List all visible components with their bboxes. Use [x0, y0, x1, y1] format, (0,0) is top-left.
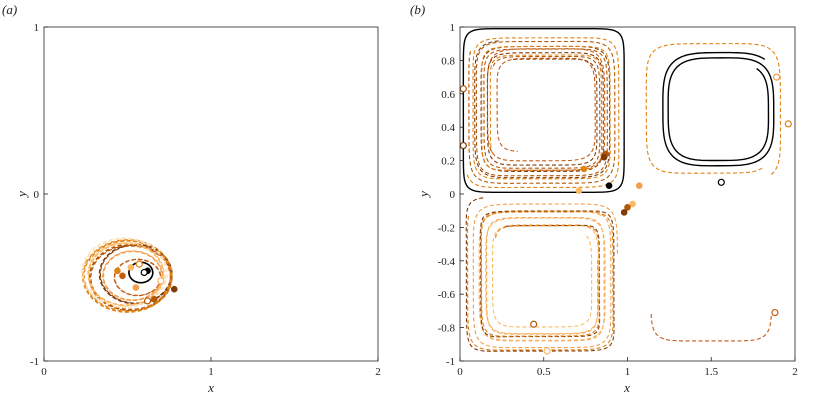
x-tick-label: 0: [457, 366, 463, 378]
panel-b-x-axis-label: x: [623, 380, 630, 395]
panel-a-y-axis-label: y: [14, 191, 29, 199]
y-tick-label: 0.4: [441, 122, 455, 134]
y-tick-label: -1: [446, 356, 455, 368]
ensemble-trajectory: [98, 243, 173, 305]
final-position-marker: [114, 267, 121, 275]
initial-position-marker: [543, 347, 551, 355]
y-tick-label: -0.8: [438, 323, 456, 335]
ensemble-trajectory: [650, 313, 772, 342]
panel-b-y-ticks: -1 -0.8 -0.6 -0.4 -0.2 0 0.2 0.4 0.6 0.8 1: [438, 22, 464, 368]
final-position-marker: [119, 272, 126, 280]
final-position-marker: [629, 200, 636, 208]
x-tick-label: 2: [792, 366, 798, 378]
ensemble-trajectory: [645, 43, 782, 176]
initial-position-marker: [459, 141, 467, 150]
y-tick-label: 0.8: [441, 55, 455, 67]
initial-position-marker: [530, 320, 538, 328]
ensemble-trajectory: [87, 242, 165, 307]
reference-trajectory: [662, 51, 775, 167]
final-position-marker: [170, 285, 178, 293]
ensemble-trajectory: [474, 40, 611, 179]
final-position-marker: [127, 264, 135, 271]
ensemble-trajectory: [102, 250, 164, 302]
panel-b-x-ticks: 0 0.5 1 1.5 2: [457, 357, 798, 378]
y-tick-label: -1: [30, 356, 39, 368]
panel-a-x-ticks: 0 1 2: [41, 357, 381, 378]
panel-b-trajectories: [462, 27, 782, 352]
y-tick-label: 0: [34, 189, 40, 201]
ensemble-trajectory: [478, 210, 606, 341]
panel-a-label: (a): [2, 2, 17, 17]
x-tick-label: 1: [625, 366, 631, 378]
initial-position-marker: [772, 73, 781, 81]
final-position-marker: [600, 153, 608, 161]
x-tick-label: 0: [41, 366, 47, 378]
final-position-marker: [580, 165, 588, 173]
x-tick-label: 1.5: [704, 366, 718, 378]
ensemble-trajectory: [113, 258, 162, 297]
y-tick-label: 1: [450, 22, 456, 34]
y-tick-label: -0.6: [438, 289, 456, 301]
ensemble-trajectory: [465, 197, 615, 352]
panel-a-axes-box: [43, 26, 379, 362]
panel-b: (b) 0 0.5 1 1.5 2 -1 -0.8 -0.6 -0.4 -0.2 0 0.2 0.4 0…: [410, 2, 798, 395]
final-position-marker: [624, 204, 631, 211]
x-tick-label: 2: [375, 366, 381, 378]
x-tick-label: 1: [208, 366, 214, 378]
panel-a-x-axis-label: x: [207, 380, 214, 395]
final-position-marker: [575, 187, 583, 194]
y-tick-label: -0.4: [438, 256, 456, 268]
final-position-marker: [635, 182, 643, 189]
final-position-marker: [605, 182, 613, 189]
initial-position-marker: [459, 85, 467, 93]
ensemble-trajectory: [81, 237, 168, 309]
ensemble-trajectory: [81, 239, 173, 313]
initial-position-marker: [717, 178, 725, 186]
initial-position-marker: [784, 120, 792, 128]
panel-b-markers: [459, 73, 792, 355]
y-tick-label: 0.2: [441, 156, 455, 168]
final-position-marker: [150, 295, 158, 303]
initial-position-marker: [143, 297, 152, 305]
y-tick-label: 0.6: [441, 89, 455, 101]
initial-position-marker: [135, 260, 143, 268]
initial-position-marker: [771, 308, 779, 317]
final-position-marker: [132, 284, 140, 291]
ensemble-trajectory: [466, 211, 614, 351]
final-position-marker: [620, 209, 628, 216]
panel-a-trajectories: [81, 237, 173, 313]
panel-a-y-ticks: -1 0 1: [30, 22, 48, 368]
panel-b-axes-box: [459, 26, 796, 362]
panel-a-markers: [114, 260, 178, 305]
y-tick-label: -0.2: [438, 222, 455, 234]
ensemble-trajectory: [472, 203, 618, 349]
ensemble-trajectory: [466, 37, 620, 189]
y-tick-label: 0: [450, 189, 456, 201]
ensemble-trajectory: [468, 40, 616, 184]
ensemble-trajectory: [486, 48, 606, 171]
y-tick-label: 1: [34, 22, 40, 34]
initial-position-marker: [140, 268, 148, 277]
reference-trajectory: [462, 27, 625, 194]
panel-b-y-axis-label: y: [416, 191, 431, 199]
panel-b-label: (b): [410, 2, 425, 17]
x-tick-label: 0.5: [537, 366, 551, 378]
initial-position-marker: [157, 277, 165, 285]
reference-trajectory: [128, 261, 154, 284]
